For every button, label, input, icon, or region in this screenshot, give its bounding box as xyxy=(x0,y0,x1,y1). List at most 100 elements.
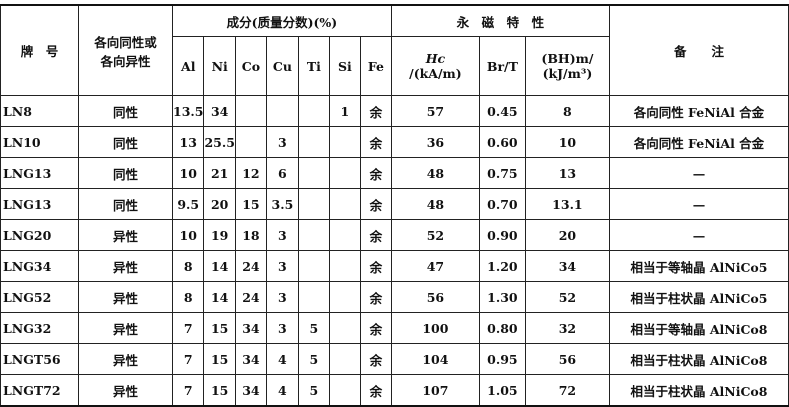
cell-note: — xyxy=(608,188,789,220)
cell-ni: 15 xyxy=(203,312,236,344)
table-row: LNG13 同性 10 21 12 6 余 48 0.75 13— xyxy=(0,157,789,189)
cell-cu: 3 xyxy=(265,250,299,282)
cell-bh: 8 xyxy=(524,95,610,127)
cell-cu: 3 xyxy=(265,312,299,344)
header-element-fe: Fe xyxy=(359,36,392,96)
cell-ni: 20 xyxy=(203,188,236,220)
cell-note: 相当于柱状晶 AlNiCo8 xyxy=(608,374,789,407)
cell-co: 15 xyxy=(234,188,267,220)
header-hc: Hc/(kA/m) xyxy=(390,36,480,96)
cell-hc: 52 xyxy=(390,219,480,251)
cell-si xyxy=(328,343,361,375)
cell-brand: LNG20 xyxy=(0,219,79,251)
header-composition: 成分(质量分数)(%) xyxy=(172,4,392,37)
cell-fe: 余 xyxy=(359,281,392,313)
cell-co xyxy=(234,126,267,158)
cell-hc: 104 xyxy=(390,343,480,375)
cell-hc: 57 xyxy=(390,95,480,127)
cell-note: 相当于等轴晶 AlNiCo8 xyxy=(608,312,789,344)
header-element-ni: Ni xyxy=(203,36,236,96)
cell-iso: 同性 xyxy=(78,188,173,220)
cell-brand: LN8 xyxy=(0,95,79,127)
cell-ti xyxy=(297,281,330,313)
header-note: 备 注 xyxy=(608,4,789,96)
header-element-si: Si xyxy=(328,36,361,96)
table-row: LN10 同性 13 25.5 3 余 36 0.60 10 各向同性 FeNiAl 合金 xyxy=(0,126,789,158)
cell-note: 相当于柱状晶 AlNiCo5 xyxy=(608,281,789,313)
cell-brand: LN10 xyxy=(0,126,79,158)
cell-si xyxy=(328,250,361,282)
cell-bh: 13.1 xyxy=(524,188,610,220)
cell-br: 1.20 xyxy=(478,250,526,282)
cell-ti xyxy=(297,219,330,251)
cell-note: — xyxy=(608,219,789,251)
header-bh: (BH)m/(kJ/m³) xyxy=(524,36,610,96)
cell-ni: 34 xyxy=(203,95,236,127)
table-row: LNG20 异性 10 19 18 3 余 52 0.90 20— xyxy=(0,219,789,251)
cell-br: 0.95 xyxy=(478,343,526,375)
cell-al: 10 xyxy=(171,219,205,251)
table-row: LNG32 异性 7 15 34 3 5 余 100 0.80 32 相当于等轴晶 AlNiCo8 xyxy=(0,312,789,344)
cell-ni: 21 xyxy=(203,157,236,189)
cell-hc: 47 xyxy=(390,250,480,282)
cell-hc: 107 xyxy=(390,374,480,407)
cell-co: 18 xyxy=(234,219,267,251)
cell-bh: 13 xyxy=(524,157,610,189)
cell-fe: 余 xyxy=(359,250,392,282)
cell-si: 1 xyxy=(328,95,361,127)
cell-note: 相当于等轴晶 AlNiCo5 xyxy=(608,250,789,282)
cell-br: 0.45 xyxy=(478,95,526,127)
cell-cu xyxy=(265,95,299,127)
cell-fe: 余 xyxy=(359,157,392,189)
header-br: Br/T xyxy=(478,36,526,96)
cell-co: 12 xyxy=(234,157,267,189)
cell-fe: 余 xyxy=(359,374,392,407)
cell-cu: 3.5 xyxy=(265,188,299,220)
cell-iso: 异性 xyxy=(78,250,173,282)
cell-ni: 15 xyxy=(203,343,236,375)
cell-ni: 15 xyxy=(203,374,236,407)
cell-ni: 14 xyxy=(203,250,236,282)
table-row: LNG52 异性 8 14 24 3 余 56 1.30 52 相当于柱状晶 AlNiCo5 xyxy=(0,281,789,313)
cell-ti xyxy=(297,250,330,282)
table-row: LNG34 异性 8 14 24 3 余 47 1.20 34 相当于等轴晶 AlNiCo5 xyxy=(0,250,789,282)
cell-br: 0.70 xyxy=(478,188,526,220)
cell-hc: 48 xyxy=(390,157,480,189)
cell-br: 0.90 xyxy=(478,219,526,251)
cell-co: 24 xyxy=(234,281,267,313)
header-element-cu: Cu xyxy=(265,36,299,96)
cell-co xyxy=(234,95,267,127)
cell-brand: LNG13 xyxy=(0,157,79,189)
cell-al: 13.5 xyxy=(171,95,205,127)
cell-cu: 3 xyxy=(265,281,299,313)
cell-iso: 异性 xyxy=(78,374,173,407)
cell-ti: 5 xyxy=(297,374,330,407)
cell-iso: 异性 xyxy=(78,343,173,375)
cell-brand: LNG34 xyxy=(0,250,79,282)
cell-fe: 余 xyxy=(359,312,392,344)
header-brand: 牌 号 xyxy=(0,4,79,96)
cell-co: 34 xyxy=(234,374,267,407)
cell-ni: 25.5 xyxy=(203,126,236,158)
cell-ni: 19 xyxy=(203,219,236,251)
cell-fe: 余 xyxy=(359,188,392,220)
cell-note: 相当于柱状晶 AlNiCo8 xyxy=(608,343,789,375)
cell-ti xyxy=(297,95,330,127)
cell-iso: 异性 xyxy=(78,281,173,313)
cell-ti: 5 xyxy=(297,343,330,375)
cell-fe: 余 xyxy=(359,126,392,158)
cell-ti: 5 xyxy=(297,312,330,344)
cell-iso: 异性 xyxy=(78,312,173,344)
cell-bh: 20 xyxy=(524,219,610,251)
cell-ti xyxy=(297,126,330,158)
cell-bh: 10 xyxy=(524,126,610,158)
cell-note: 各向同性 FeNiAl 合金 xyxy=(608,95,789,127)
cell-al: 10 xyxy=(171,157,205,189)
cell-iso: 异性 xyxy=(78,219,173,251)
cell-si xyxy=(328,188,361,220)
cell-al: 7 xyxy=(171,312,205,344)
cell-fe: 余 xyxy=(359,343,392,375)
header-isotropy: 各向同性或 各向异性 xyxy=(78,4,173,96)
cell-bh: 32 xyxy=(524,312,610,344)
cell-brand: LNG32 xyxy=(0,312,79,344)
